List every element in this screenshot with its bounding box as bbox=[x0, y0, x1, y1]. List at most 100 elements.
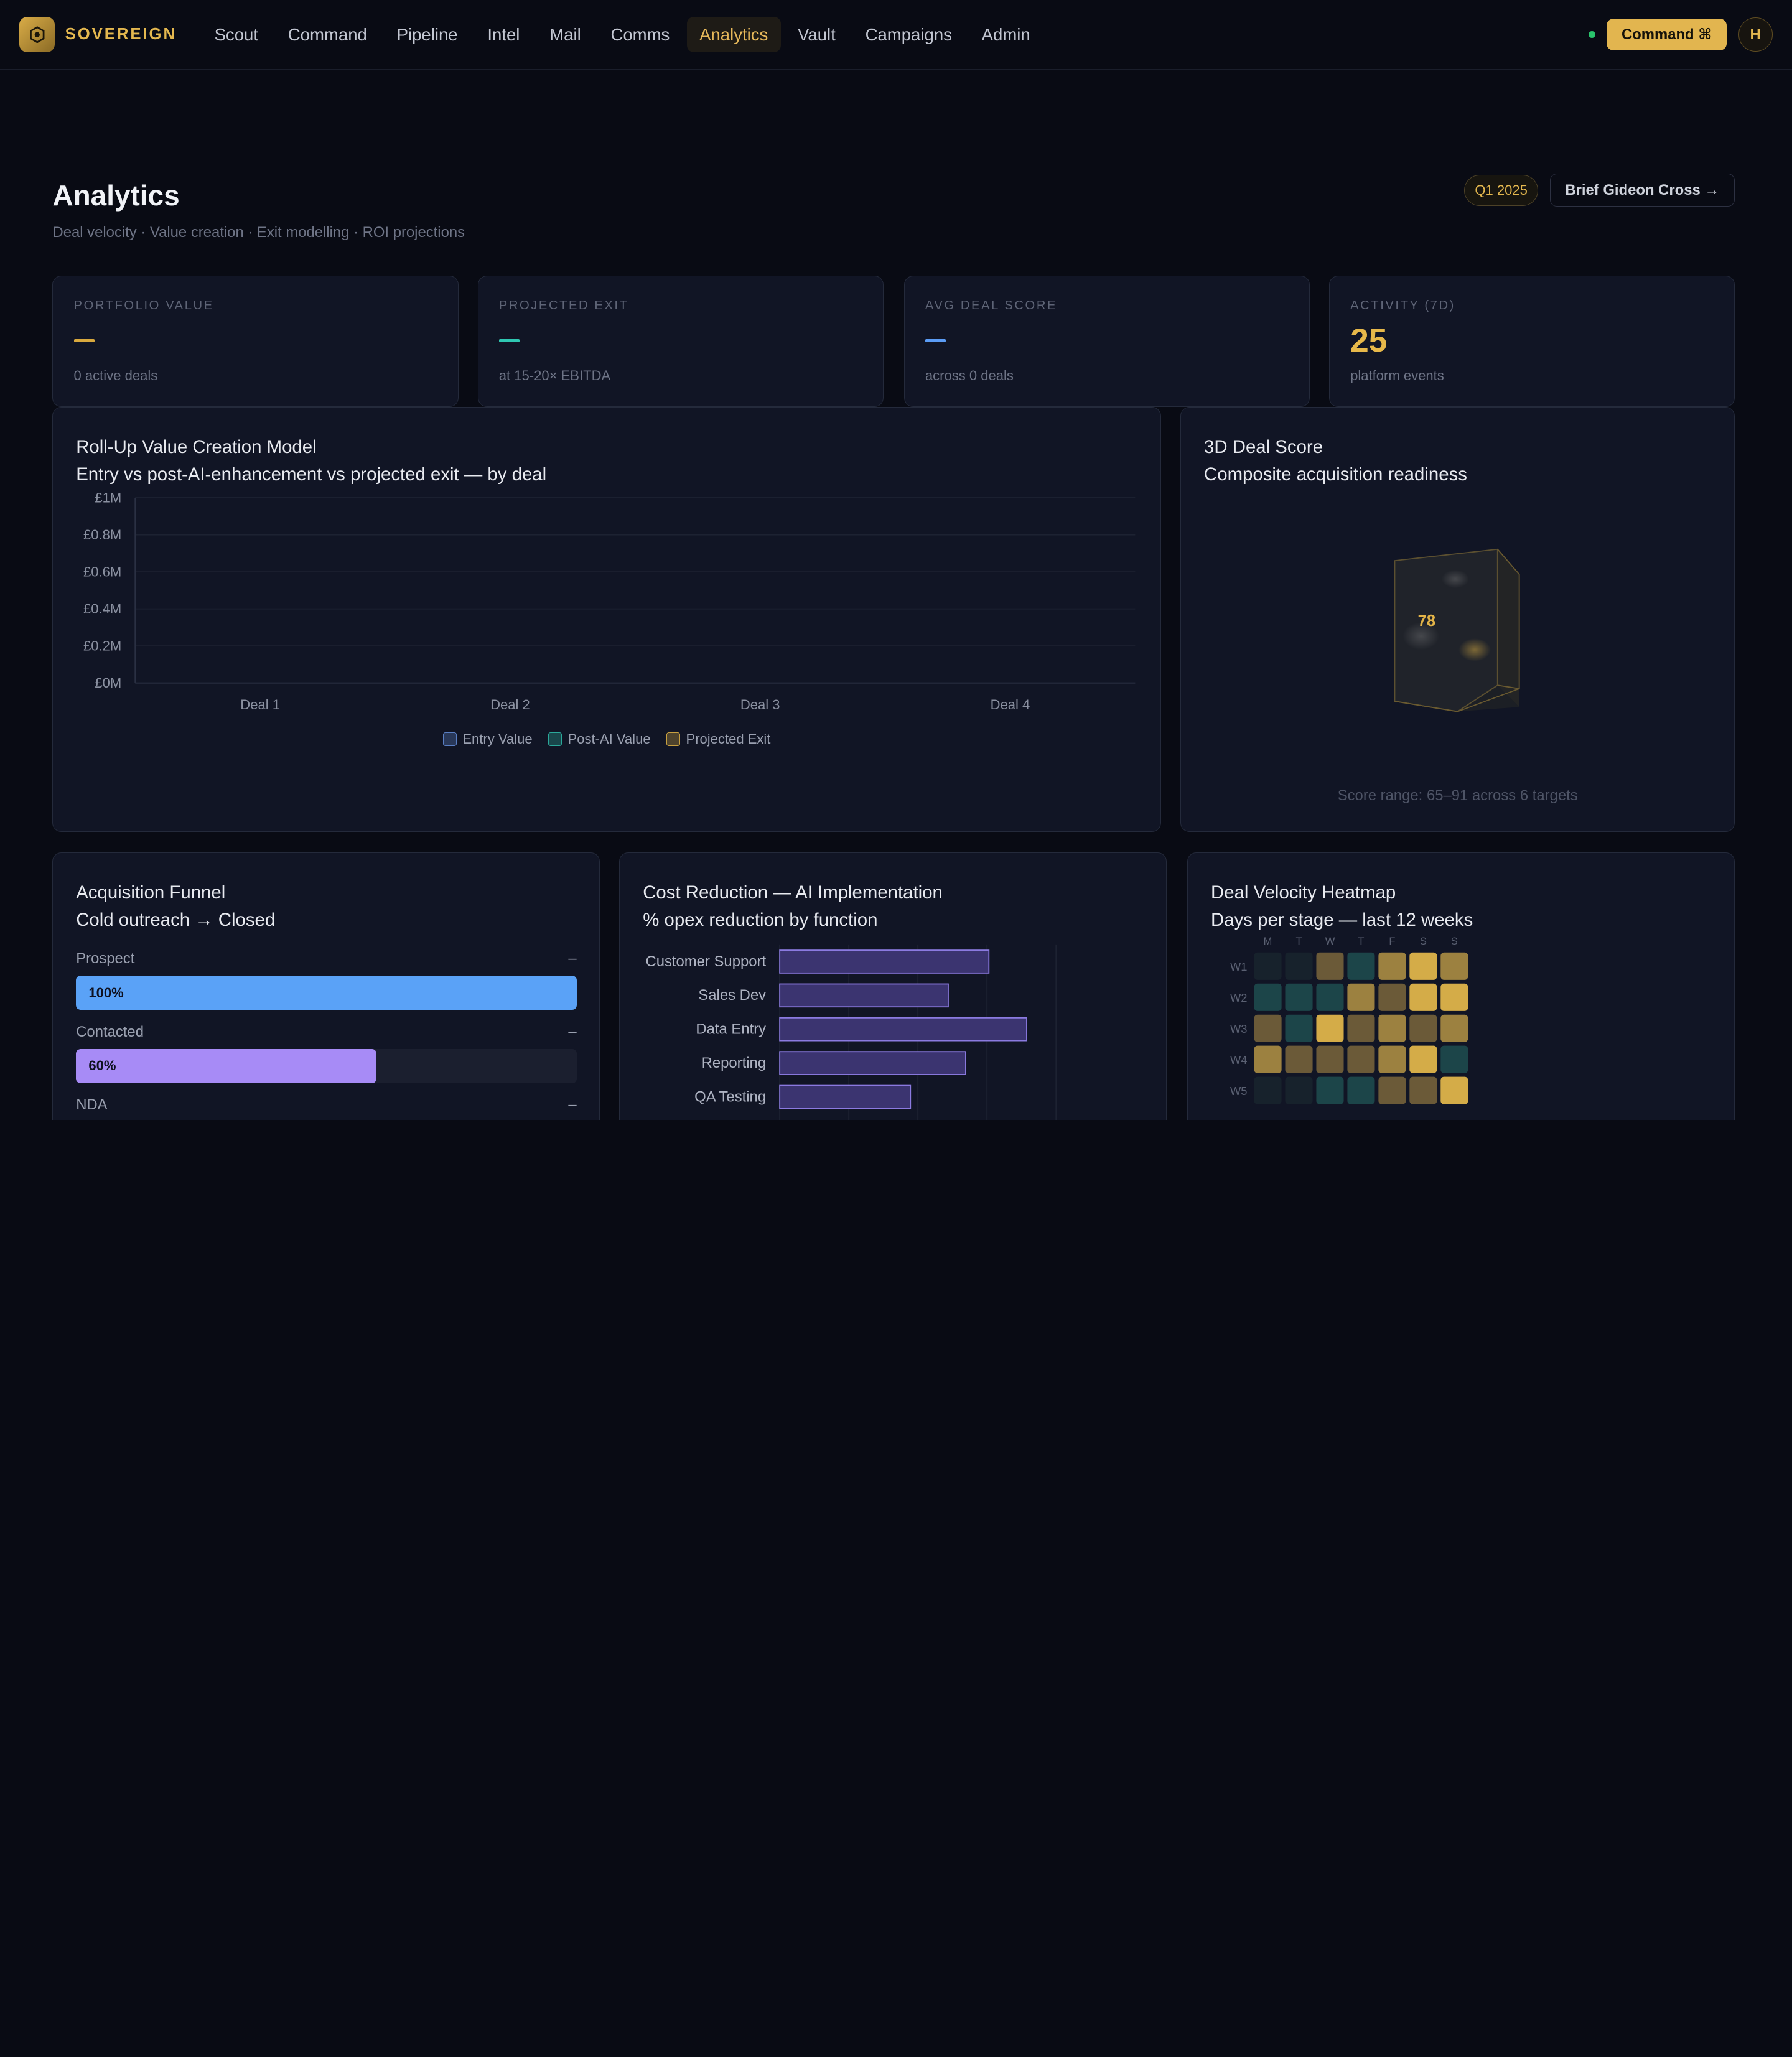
heatmap-cell[interactable] bbox=[1347, 1045, 1375, 1073]
heatmap-cell[interactable] bbox=[1285, 1014, 1313, 1042]
heatmap-cell[interactable] bbox=[1378, 983, 1406, 1012]
quarter-badge[interactable]: Q1 2025 bbox=[1463, 175, 1539, 206]
heatmap-cell[interactable] bbox=[1316, 952, 1344, 981]
heatmap-cell[interactable] bbox=[1254, 1076, 1282, 1104]
heatmap-cell[interactable] bbox=[1409, 1076, 1437, 1104]
funnel-stage-prospect[interactable]: Prospect – 100% bbox=[76, 950, 577, 1010]
heatmap-cell[interactable] bbox=[1254, 952, 1282, 981]
heatmap-cell[interactable] bbox=[1378, 952, 1406, 981]
legend-item[interactable]: Entry Value bbox=[443, 730, 533, 747]
cost-bar[interactable] bbox=[779, 1051, 967, 1076]
heatmap-cell[interactable] bbox=[1316, 1045, 1344, 1073]
page-title: Analytics bbox=[52, 179, 180, 212]
cube-side-face bbox=[1498, 549, 1519, 707]
y-tick-label: £0M bbox=[95, 675, 122, 691]
nav-item-comms[interactable]: Comms bbox=[610, 24, 670, 44]
heatmap-cell[interactable] bbox=[1347, 1014, 1375, 1042]
cube-glow bbox=[1442, 569, 1470, 589]
brand-name[interactable]: SOVEREIGN bbox=[65, 26, 177, 44]
funnel-bar-fill: 60% bbox=[76, 1048, 376, 1083]
cube-edge bbox=[1497, 549, 1520, 689]
heatmap-cell[interactable] bbox=[1440, 1014, 1468, 1042]
nav-item-scout[interactable]: Scout bbox=[214, 24, 259, 44]
heatmap-column-label: S bbox=[1420, 935, 1427, 947]
funnel-stage-count: – bbox=[568, 950, 577, 968]
heatmap-cell[interactable] bbox=[1409, 1045, 1437, 1073]
heatmap-cell[interactable] bbox=[1409, 1014, 1437, 1042]
deal-score-cube[interactable]: 78 bbox=[1181, 408, 1735, 833]
heatmap-cell[interactable] bbox=[1409, 952, 1437, 981]
heatmap-cell[interactable] bbox=[1378, 1076, 1406, 1104]
cost-bar[interactable] bbox=[779, 949, 990, 974]
brief-gideon-button[interactable]: Brief Gideon Cross → bbox=[1549, 174, 1735, 207]
cost-bar[interactable] bbox=[779, 983, 950, 1008]
y-tick-label: £0.4M bbox=[83, 601, 121, 617]
heatmap-cell[interactable] bbox=[1285, 983, 1313, 1012]
legend-item[interactable]: Post-AI Value bbox=[548, 731, 651, 747]
heatmap-row-label: W3 bbox=[1230, 1022, 1248, 1035]
nav-item-command[interactable]: Command bbox=[287, 24, 367, 44]
stat-card-portfolio-value: PORTFOLIO VALUE 0 active deals bbox=[52, 275, 459, 407]
hexagon-logo-icon[interactable] bbox=[19, 17, 55, 52]
nav-item-intel[interactable]: Intel bbox=[487, 24, 520, 44]
funnel-stage-nda[interactable]: NDA – bbox=[76, 1096, 576, 1114]
value-creation-chart: £0M £0.2M £0.4M £0.6M £0.8M £1M Deal 1 Deal 2 De… bbox=[83, 490, 1136, 712]
heatmap-cell[interactable] bbox=[1347, 983, 1375, 1012]
cost-reduction-chart: Customer Support Sales Dev Data Entry Repor… bbox=[646, 945, 1057, 1120]
stat-card-projected-exit: PROJECTED EXIT at 15-20× EBITDA bbox=[477, 275, 884, 407]
legend-item[interactable]: Projected Exit bbox=[666, 731, 770, 747]
heatmap-cell[interactable] bbox=[1285, 952, 1313, 981]
heatmap-cell[interactable] bbox=[1316, 1076, 1344, 1104]
heatmap-cell[interactable] bbox=[1347, 1076, 1375, 1104]
funnel-stage-contacted[interactable]: Contacted – 60% bbox=[76, 1023, 577, 1083]
nav-item-mail[interactable]: Mail bbox=[549, 24, 581, 44]
y-tick-label: £0.6M bbox=[83, 564, 121, 579]
analytics-page: SOVEREIGN Scout Command Pipeline Intel Mail C… bbox=[0, 16, 1792, 1120]
heatmap-cell[interactable] bbox=[1285, 1076, 1313, 1104]
heatmap-cell[interactable] bbox=[1409, 983, 1437, 1012]
heatmap-cell[interactable] bbox=[1347, 952, 1375, 981]
heatmap-cell[interactable] bbox=[1440, 1076, 1468, 1104]
x-tick-label: Deal 1 bbox=[241, 697, 281, 712]
heatmap-cell[interactable] bbox=[1285, 1045, 1313, 1073]
nav-item-campaigns[interactable]: Campaigns bbox=[865, 24, 952, 44]
y-tick-label: £1M bbox=[95, 490, 122, 505]
heatmap-cell[interactable] bbox=[1254, 1045, 1282, 1073]
card-title: Cost Reduction — AI Implementation bbox=[643, 882, 943, 903]
heatmap-cell[interactable] bbox=[1440, 1045, 1468, 1073]
legend-swatch bbox=[548, 732, 562, 746]
cost-bar[interactable] bbox=[779, 1017, 1028, 1042]
bar-category-label: Reporting bbox=[702, 1055, 766, 1071]
heatmap-cell[interactable] bbox=[1316, 1014, 1344, 1042]
nav-item-analytics[interactable]: Analytics bbox=[686, 16, 781, 53]
acquisition-funnel-card: Acquisition Funnel Cold outreach → Close… bbox=[52, 852, 600, 1120]
online-status-icon bbox=[1588, 31, 1595, 39]
heatmap-row-label: W4 bbox=[1230, 1053, 1248, 1066]
funnel-stage-count: – bbox=[568, 1023, 577, 1040]
card-subtitle: Composite acquisition readiness bbox=[1204, 464, 1467, 485]
heatmap-cell[interactable] bbox=[1440, 952, 1468, 981]
legend-swatch bbox=[443, 732, 457, 746]
x-tick-label: Deal 3 bbox=[740, 697, 780, 712]
heatmap-row-label: W1 bbox=[1230, 960, 1248, 973]
card-subtitle: Cold outreach → Closed bbox=[76, 910, 276, 931]
heatmap-cell[interactable] bbox=[1378, 1014, 1406, 1042]
heatmap-column-label: F bbox=[1389, 935, 1396, 947]
nav-item-admin[interactable]: Admin bbox=[981, 24, 1030, 44]
heatmap-column-label: W bbox=[1325, 935, 1335, 947]
user-avatar[interactable]: H bbox=[1738, 17, 1773, 52]
bar-category-label: Data Entry bbox=[696, 1021, 767, 1038]
stat-empty-dash bbox=[925, 338, 946, 343]
command-palette-button[interactable]: Command ⌘ bbox=[1607, 19, 1727, 51]
heatmap-cell[interactable] bbox=[1254, 1014, 1282, 1042]
legend-label: Entry Value bbox=[462, 730, 533, 747]
heatmap-cell[interactable] bbox=[1378, 1045, 1406, 1073]
heatmap-cell[interactable] bbox=[1316, 983, 1344, 1012]
heatmap-cell[interactable] bbox=[1440, 983, 1468, 1012]
funnel-stage-label: NDA bbox=[76, 1096, 108, 1114]
nav-item-pipeline[interactable]: Pipeline bbox=[396, 24, 458, 44]
cost-reduction-card: Cost Reduction — AI Implementation % ope… bbox=[619, 852, 1167, 1120]
heatmap-cell[interactable] bbox=[1254, 983, 1282, 1012]
nav-item-vault[interactable]: Vault bbox=[798, 24, 836, 44]
cost-bar[interactable] bbox=[779, 1084, 912, 1109]
